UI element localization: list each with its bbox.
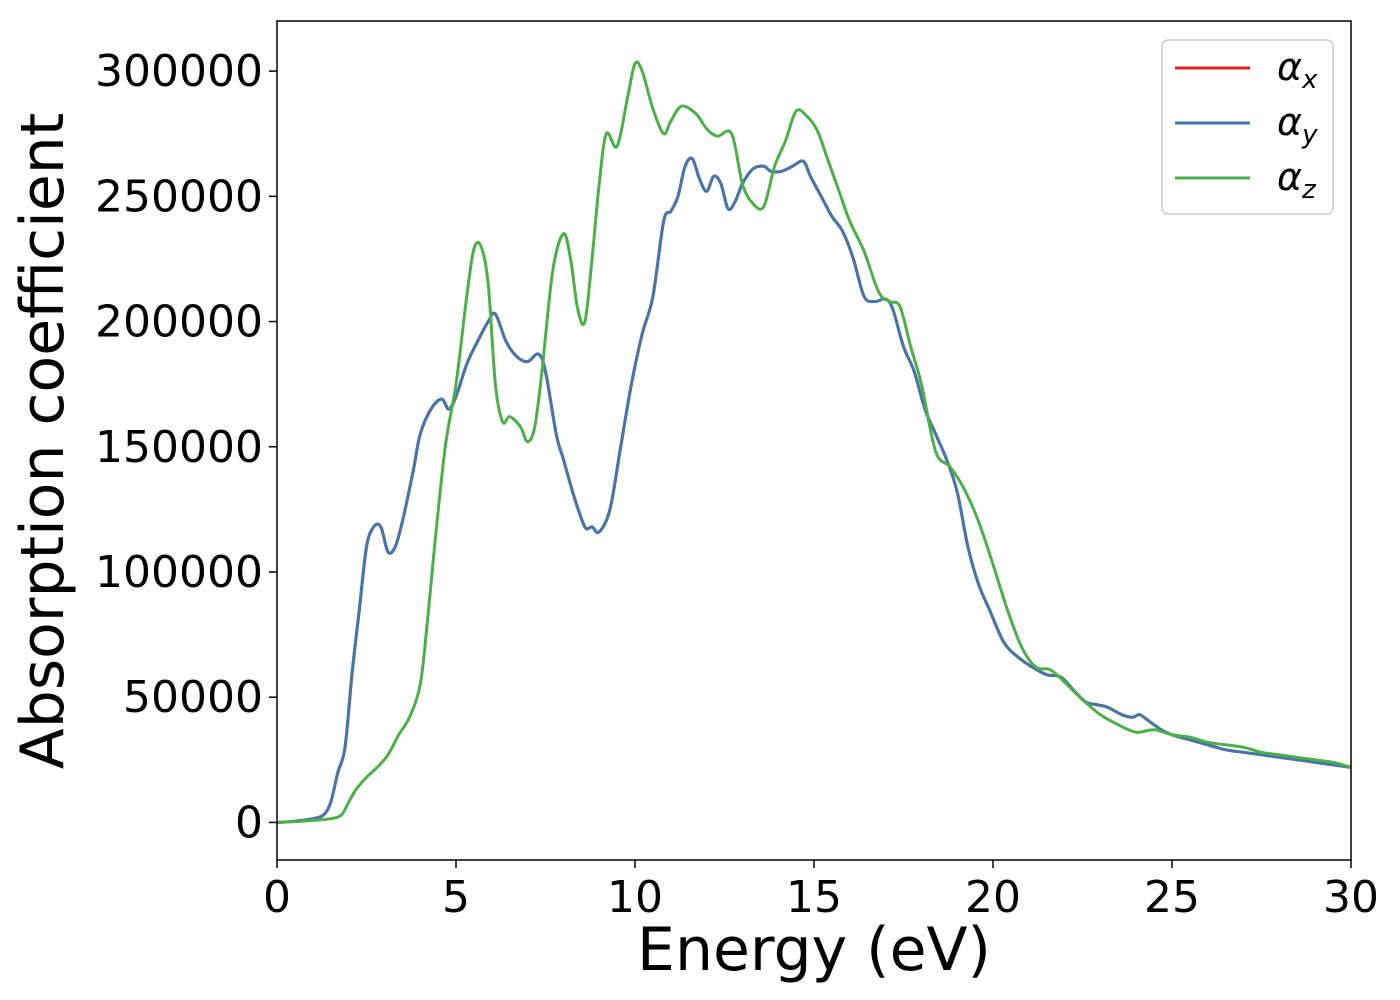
legend-label-z: αz <box>1277 155 1317 205</box>
y-tick-label: 250000 <box>95 171 263 222</box>
x-tick-label: 0 <box>263 872 291 923</box>
y-axis-label: Absorption coefficient <box>8 113 78 770</box>
x-tick-label: 30 <box>1323 872 1379 923</box>
y-tick-label: 150000 <box>95 422 263 473</box>
series-line-y <box>276 156 1352 824</box>
y-tick-label: 300000 <box>95 46 263 97</box>
x-tick-label: 5 <box>442 872 470 923</box>
x-tick-label: 10 <box>607 872 663 923</box>
legend-box <box>1161 39 1334 215</box>
x-tick-label: 25 <box>1144 872 1200 923</box>
y-tick-label: 0 <box>235 797 263 848</box>
x-axis-label: Energy (eV) <box>637 915 991 985</box>
series-layer <box>276 60 1352 824</box>
x-axis-ticks: 0 5 10 15 20 25 30 <box>263 860 1379 923</box>
y-axis-ticks: 0 50000 100000 150000 200000 250000 300000 <box>95 46 277 848</box>
y-tick-label: 50000 <box>123 672 263 723</box>
legend-label-x: αx <box>1277 45 1318 95</box>
legend-label-y: αy <box>1277 100 1318 150</box>
series-line-z <box>276 60 1352 824</box>
series-line-x <box>276 156 1352 824</box>
x-tick-label: 15 <box>786 872 842 923</box>
y-tick-label: 100000 <box>95 547 263 598</box>
y-tick-label: 200000 <box>95 297 263 348</box>
x-tick-label: 20 <box>965 872 1021 923</box>
